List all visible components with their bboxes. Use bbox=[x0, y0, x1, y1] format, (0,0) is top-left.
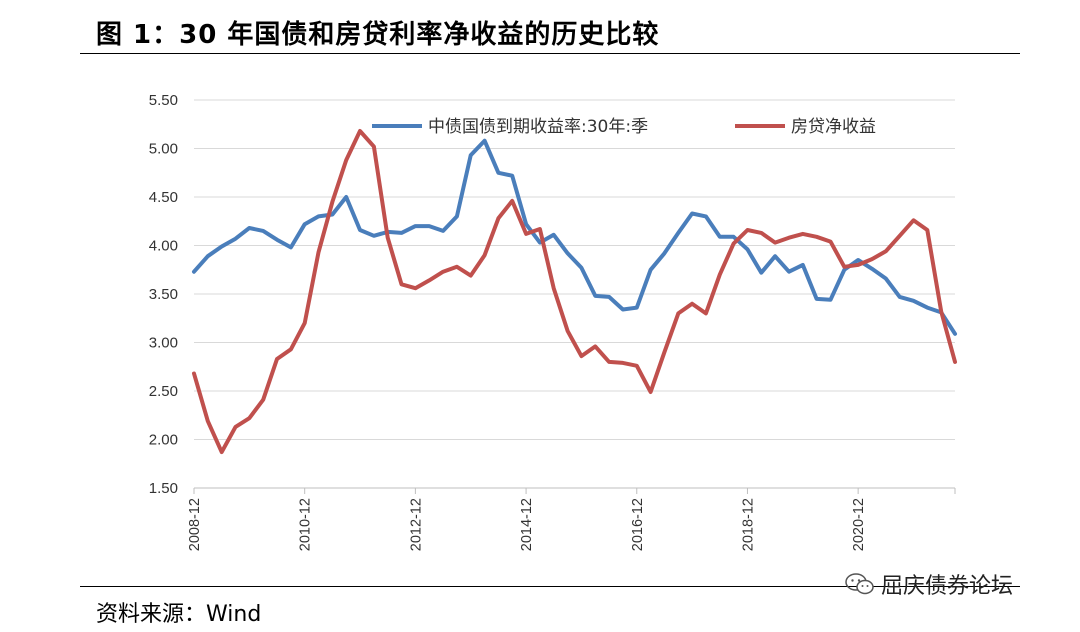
source-divider bbox=[80, 586, 1020, 587]
x-tick-label: 2012-12 bbox=[408, 498, 424, 551]
y-tick-label: 5.00 bbox=[149, 141, 178, 158]
x-tick-label: 2018-12 bbox=[740, 498, 756, 551]
x-tick-label: 2010-12 bbox=[298, 498, 314, 551]
wechat-icon bbox=[845, 573, 874, 595]
y-tick-label: 3.50 bbox=[149, 286, 178, 303]
x-tick-label: 2016-12 bbox=[630, 498, 646, 551]
legend: 中债国债到期收益率:30年:季 房贷净收益 bbox=[372, 117, 876, 137]
line-chart: 1.50 2.00 2.50 3.00 3.50 4.00 4.50 5.00 5.50 200… bbox=[149, 92, 957, 551]
watermark: 屈庆债券论坛 bbox=[845, 568, 1013, 600]
x-axis-ticks: 2008-12 2010-12 2012-12 2014-12 2016-12 2018-… bbox=[187, 488, 956, 551]
figure-title: 图 1：30 年国债和房贷利率净收益的历史比较 bbox=[96, 20, 660, 50]
y-axis-ticks: 1.50 2.00 2.50 3.00 3.50 4.00 4.50 5.00 5.50 bbox=[149, 92, 178, 497]
series-lines bbox=[192, 129, 957, 455]
x-tick-label: 2014-12 bbox=[519, 498, 535, 551]
title-divider bbox=[80, 53, 1020, 54]
y-tick-label: 2.50 bbox=[149, 383, 178, 400]
y-tick-label: 1.50 bbox=[149, 480, 178, 497]
source-note: 资料来源：Wind bbox=[96, 602, 262, 627]
y-tick-label: 2.00 bbox=[149, 432, 178, 449]
grid-lines bbox=[194, 99, 955, 440]
x-tick-label: 2020-12 bbox=[851, 498, 867, 551]
x-tick-label: 2008-12 bbox=[187, 498, 203, 551]
y-tick-label: 3.00 bbox=[149, 335, 178, 352]
series-line-treasury-yield bbox=[192, 138, 957, 336]
series-line-mortgage-net-return bbox=[192, 129, 957, 455]
watermark-text: 屈庆债券论坛 bbox=[881, 574, 1014, 599]
legend-label: 房贷净收益 bbox=[791, 117, 876, 137]
y-tick-label: 4.50 bbox=[149, 189, 178, 206]
legend-label: 中债国债到期收益率:30年:季 bbox=[428, 117, 648, 137]
y-tick-label: 5.50 bbox=[149, 92, 178, 109]
y-tick-label: 4.00 bbox=[149, 238, 178, 255]
